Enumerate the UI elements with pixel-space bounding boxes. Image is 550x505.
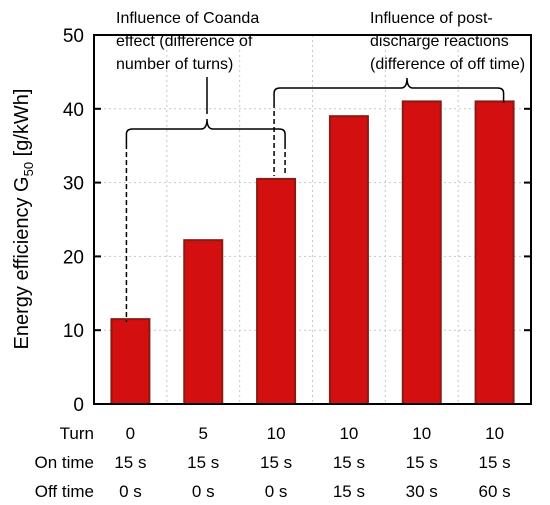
- table-cell: 15 s: [333, 453, 365, 472]
- table-row-label: Turn: [60, 424, 94, 443]
- table-cell: 15 s: [260, 453, 292, 472]
- annotations: Influence of Coanda effect (difference of…: [116, 10, 525, 322]
- bar: [401, 100, 442, 405]
- table-cell: 15 s: [406, 453, 438, 472]
- y-axis-ticks: 0 10 20 30 40 50: [63, 26, 531, 416]
- grid-lines: [94, 35, 531, 404]
- table-row-label: Off time: [35, 482, 94, 501]
- table-cell: 10: [339, 424, 358, 443]
- annotation-text: Influence of post-: [370, 10, 493, 27]
- annotation-text: discharge reactions: [370, 33, 509, 50]
- annotation-text: Influence of Coanda: [116, 10, 259, 27]
- bar: [328, 115, 369, 406]
- y-tick-label: 10: [63, 321, 84, 342]
- annotation-text: effect (difference of: [116, 33, 253, 50]
- table-cell: 60 s: [479, 482, 511, 501]
- bars: [110, 100, 515, 406]
- table-row-label: On time: [34, 453, 94, 472]
- y-tick-label: 40: [63, 100, 84, 121]
- y-axis-label: Energy efficiency G50 [g/kWh]: [11, 89, 36, 350]
- plot-frame: [93, 34, 532, 405]
- table-cell: 10: [412, 424, 431, 443]
- y-tick-label: 50: [63, 26, 84, 47]
- table-cell: 5: [199, 424, 208, 443]
- annotation-text: number of turns): [116, 56, 233, 73]
- table-cell: 0: [126, 424, 135, 443]
- bar: [474, 100, 515, 405]
- condition-table: Turn 0 5 10 10 10 10 On time 15 s 15 s 15 s 15 s 15 …: [34, 424, 510, 501]
- bracket-2: [273, 77, 505, 103]
- bar: [256, 177, 297, 405]
- table-cell: 0 s: [192, 482, 215, 501]
- y-tick-label: 20: [63, 247, 84, 268]
- table-cell: 15 s: [114, 453, 146, 472]
- table-cell: 10: [267, 424, 286, 443]
- table-cell: 15 s: [187, 453, 219, 472]
- table-cell: 30 s: [406, 482, 438, 501]
- table-cell: 0 s: [265, 482, 288, 501]
- table-cell: 15 s: [479, 453, 511, 472]
- bar: [183, 239, 224, 405]
- y-tick-label: 30: [63, 174, 84, 195]
- bar: [110, 318, 151, 406]
- bracket-1: [125, 118, 286, 144]
- y-tick-label: 0: [73, 395, 84, 416]
- table-cell: 15 s: [333, 482, 365, 501]
- annotation-text: (difference of off time): [370, 56, 525, 73]
- table-cell: 10: [485, 424, 504, 443]
- table-cell: 0 s: [119, 482, 142, 501]
